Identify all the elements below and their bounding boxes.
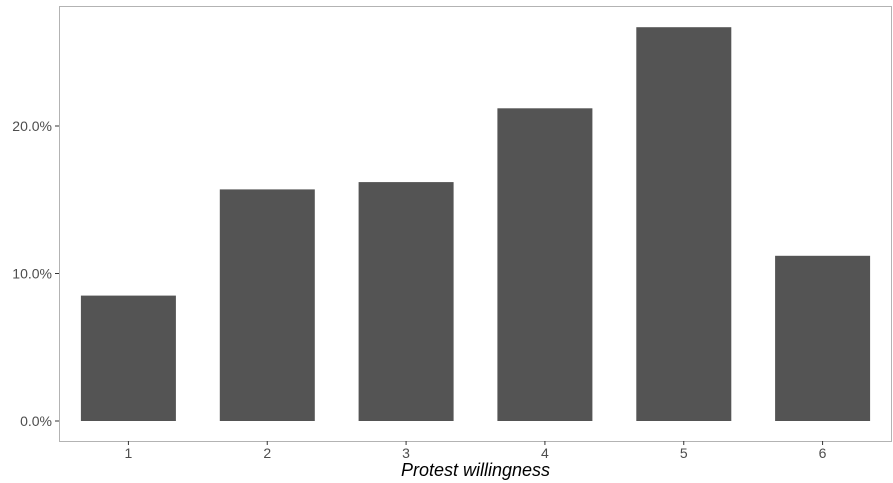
x-tick-label: 4 bbox=[541, 445, 549, 461]
panel-border bbox=[60, 7, 892, 442]
x-tick-label: 5 bbox=[680, 445, 688, 461]
y-tick-label: 0.0% bbox=[20, 413, 52, 429]
bar-5 bbox=[636, 27, 731, 421]
y-tick-label: 20.0% bbox=[12, 118, 52, 134]
bar-2 bbox=[220, 189, 315, 421]
y-tick-label: 10.0% bbox=[12, 266, 52, 282]
bar-3 bbox=[359, 182, 454, 421]
bar-4 bbox=[497, 108, 592, 421]
x-tick-label: 1 bbox=[125, 445, 133, 461]
x-tick-label: 3 bbox=[402, 445, 410, 461]
x-tick-label: 6 bbox=[819, 445, 827, 461]
x-tick-label: 2 bbox=[263, 445, 271, 461]
y-axis: 0.0% 10.0% 20.0% bbox=[12, 118, 59, 429]
bar-1 bbox=[81, 296, 176, 421]
bar-series bbox=[81, 27, 870, 421]
x-axis: 1 2 3 4 5 6 bbox=[125, 441, 827, 461]
x-axis-title: Protest willingness bbox=[401, 460, 550, 480]
plot-panel bbox=[60, 7, 892, 442]
bar-6 bbox=[775, 256, 870, 421]
